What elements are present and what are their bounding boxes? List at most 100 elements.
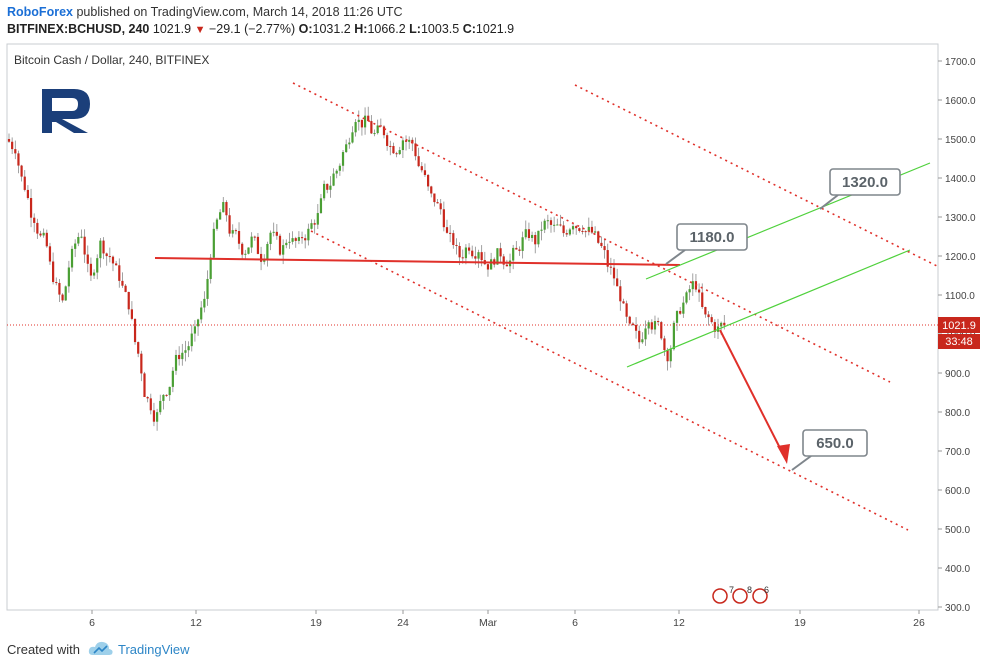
candle-body	[121, 280, 124, 286]
x-tick-label: 6	[89, 617, 95, 629]
candle-body	[600, 242, 603, 247]
candle-body	[389, 145, 392, 147]
candle-body	[272, 231, 275, 233]
candle-body	[502, 256, 505, 265]
candle-body	[430, 186, 433, 194]
candle-body	[275, 231, 278, 236]
candle-body	[634, 324, 638, 331]
candle-body	[546, 220, 549, 222]
y-tick-label: 300.0	[945, 603, 970, 614]
candle-body	[282, 245, 285, 255]
candle-body	[534, 234, 537, 245]
candle-body	[452, 233, 455, 245]
candle-body	[524, 229, 527, 238]
events-marker[interactable]: 7 8 6	[712, 585, 769, 604]
candle-body	[433, 193, 436, 203]
candle-body	[269, 232, 272, 244]
candle-body	[329, 185, 332, 190]
candle-body	[644, 328, 647, 340]
high-value: 1066.2	[367, 22, 406, 36]
candle-body	[36, 222, 39, 234]
candle-body	[379, 125, 382, 127]
publisher-link[interactable]: RoboForex	[7, 5, 73, 19]
candle-body	[363, 115, 367, 128]
open-label: O:	[298, 22, 313, 36]
candle-body	[360, 119, 364, 128]
candle-body	[250, 236, 253, 248]
x-tick-label: 24	[397, 617, 409, 629]
candle-body	[408, 139, 411, 142]
candle-body	[669, 349, 672, 362]
candle-body	[190, 333, 193, 347]
candle-body	[631, 323, 635, 325]
candle-body	[458, 245, 461, 258]
candle-body	[203, 298, 206, 308]
candle-body	[398, 150, 401, 155]
candle-body	[33, 217, 36, 223]
price-chart[interactable]: 1700.0 1600.0 1500.0 1400.0 1300.0 1200.0 1100…	[0, 0, 989, 636]
callout-box	[676, 223, 748, 251]
events-count-a: 7	[729, 585, 734, 595]
candle-body	[467, 247, 471, 251]
candle-body	[127, 291, 130, 310]
candle-body	[628, 316, 631, 324]
candle-body	[206, 278, 209, 299]
candle-body	[253, 236, 256, 238]
time-axis[interactable]: 6 12 19 24 Mar 6 12 19 26	[89, 610, 925, 629]
y-tick-label: 1200.0	[945, 252, 976, 263]
candle-body	[527, 229, 531, 238]
candle-body	[215, 219, 219, 229]
candle-body	[474, 256, 477, 259]
candle-body	[278, 235, 282, 255]
candle-body	[17, 153, 20, 166]
candle-body	[357, 119, 360, 123]
candle-body	[420, 166, 423, 171]
candle-body	[300, 237, 304, 239]
candle-body	[196, 319, 200, 327]
candle-body	[559, 224, 562, 226]
candle-body	[55, 282, 58, 284]
candle-body	[181, 352, 184, 360]
candle-body	[285, 242, 288, 246]
candle-body	[707, 314, 710, 318]
candle-body	[310, 223, 313, 229]
green-channel-lower	[626, 249, 911, 368]
candles	[7, 106, 726, 431]
callout-pointer	[665, 249, 686, 265]
y-tick-label: 1300.0	[945, 213, 976, 224]
open-value: 1031.2	[312, 22, 351, 36]
x-tick-label: 12	[190, 617, 202, 629]
candle-body	[115, 263, 118, 266]
candle-body	[92, 272, 96, 276]
candle-body	[140, 353, 143, 374]
candle-body	[143, 373, 146, 398]
chart-header: RoboForex published on TradingView.com, …	[0, 0, 989, 42]
chart-frame	[6, 43, 939, 611]
candle-body	[174, 354, 178, 371]
candle-body	[565, 233, 568, 235]
candle-body	[480, 252, 483, 261]
candle-body	[42, 232, 45, 236]
candle-body	[244, 253, 247, 255]
candle-body	[490, 259, 493, 270]
candle-body	[367, 115, 370, 122]
candle-body	[704, 306, 707, 315]
y-tick-label: 900.0	[945, 369, 970, 380]
candle-body	[515, 247, 518, 250]
candle-body	[518, 249, 521, 251]
candle-body	[178, 354, 181, 360]
candle-body	[685, 292, 688, 303]
candle-body	[323, 183, 326, 199]
callout-label: 1180.0	[689, 229, 734, 246]
price-change: −29.1 (−2.77%)	[208, 22, 296, 36]
candle-body	[187, 346, 190, 351]
tradingview-brand-link[interactable]: TradingView	[118, 642, 190, 657]
candle-body	[77, 237, 80, 244]
candle-body	[471, 250, 474, 257]
candle-body	[351, 132, 354, 143]
candle-body	[234, 230, 237, 232]
candle-body	[184, 350, 187, 353]
candle-body	[149, 398, 152, 411]
candle-body	[445, 227, 449, 233]
last-price: 1021.9	[152, 22, 192, 36]
